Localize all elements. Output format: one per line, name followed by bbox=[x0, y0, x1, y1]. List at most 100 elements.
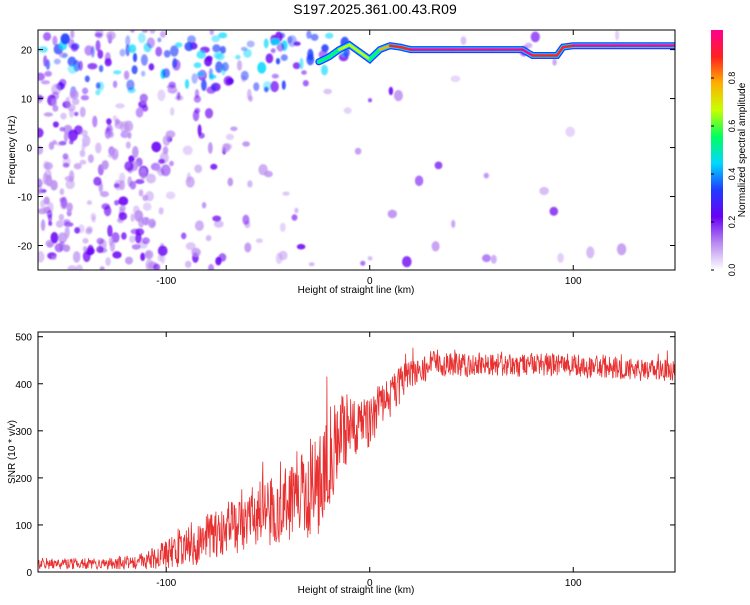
spectrogram-cell bbox=[135, 228, 145, 236]
spectrogram-cell bbox=[107, 153, 118, 158]
spectrogram-cell bbox=[539, 186, 549, 196]
spectrogram-cell bbox=[163, 50, 171, 58]
spectrogram-cell bbox=[218, 32, 228, 39]
spectrogram-cell bbox=[50, 180, 58, 191]
spectrogram-cell bbox=[210, 163, 218, 170]
spectrogram-cell bbox=[53, 58, 61, 65]
spectrogram-cell bbox=[212, 215, 222, 222]
spectrogram-cell bbox=[205, 55, 213, 62]
spectrogram-cell bbox=[310, 33, 319, 41]
spectrogram-cell bbox=[52, 35, 58, 46]
spectrogram-cell bbox=[279, 222, 286, 232]
spectrogram-cell bbox=[243, 48, 252, 58]
spectrogram-cell bbox=[106, 118, 112, 125]
spectrogram-cell bbox=[96, 237, 104, 245]
spectrogram-cell bbox=[43, 161, 50, 170]
colorbar-tick-label: 0.4 bbox=[727, 168, 737, 181]
spectrogram-cell bbox=[140, 54, 148, 66]
spectrogram-cell bbox=[219, 46, 226, 54]
spectrogram-cell bbox=[294, 207, 299, 214]
spectrogram-cell bbox=[94, 32, 103, 38]
spectrogram-frame bbox=[37, 29, 676, 271]
snr-y-tick-label: 100 bbox=[15, 521, 32, 532]
spectrogram-cell bbox=[46, 210, 53, 219]
spectrogram-cell bbox=[141, 30, 148, 33]
spectrogram-cell bbox=[451, 219, 456, 228]
spectrogram-cell bbox=[111, 232, 120, 243]
carrier-segment bbox=[337, 43, 351, 51]
spectrogram-cell bbox=[106, 31, 116, 40]
spectrogram-cell bbox=[138, 216, 145, 228]
spectrogram-cell bbox=[244, 242, 252, 253]
spectrogram-cell bbox=[67, 63, 78, 74]
spectrogram-cell bbox=[434, 161, 443, 170]
spectrogram-cell bbox=[276, 42, 285, 52]
spectrogram-cell bbox=[79, 149, 86, 158]
colorbar-tick-label: 0.6 bbox=[727, 120, 737, 133]
spectrogram-cell bbox=[119, 172, 126, 184]
spectrogram-cell bbox=[113, 183, 120, 189]
spectrogram-cell bbox=[213, 220, 224, 228]
spectrogram-cell bbox=[184, 260, 192, 268]
spectrogram-cell bbox=[91, 215, 96, 223]
spectrogram-cell bbox=[213, 52, 223, 59]
spectrogram-cell bbox=[184, 41, 194, 52]
spectrogram-cell bbox=[230, 126, 238, 132]
spectrogram-cell bbox=[151, 141, 162, 153]
spectrogram-cell bbox=[45, 59, 51, 70]
carrier-segment bbox=[317, 55, 331, 64]
spectrogram-cell bbox=[169, 160, 174, 167]
colorbar-tick-label: 0.2 bbox=[727, 216, 737, 229]
spectrogram-cell bbox=[93, 176, 102, 186]
spectrogram-cell bbox=[162, 68, 170, 78]
spectrogram-cell bbox=[74, 125, 83, 135]
spectrogram-cell bbox=[59, 78, 67, 87]
spectrogram-cell bbox=[153, 263, 161, 270]
snr-y-tick-label: 400 bbox=[15, 380, 32, 391]
spectrogram-cell bbox=[82, 246, 88, 252]
spectrogram-cell bbox=[282, 191, 290, 196]
snr-y-tick-label: 500 bbox=[15, 333, 32, 344]
spectrogram-cell bbox=[40, 219, 46, 232]
spectrogram-cell bbox=[271, 73, 279, 79]
spectrogram-cell bbox=[129, 180, 137, 190]
spectrogram-cell bbox=[291, 214, 298, 221]
spectrogram-y-tick-label: -20 bbox=[18, 242, 33, 253]
spectrogram-cell bbox=[302, 80, 309, 87]
spectrogram-cell bbox=[97, 49, 104, 59]
spectrogram-cell bbox=[201, 202, 207, 209]
spectrogram-cell bbox=[155, 166, 162, 173]
spectrogram-cell bbox=[131, 65, 138, 75]
spectrogram-cell bbox=[191, 73, 198, 84]
spectrogram-cell bbox=[549, 206, 559, 216]
spectrogram-cell bbox=[115, 103, 125, 109]
spectrogram-cell bbox=[67, 265, 77, 270]
spectrogram-cell bbox=[124, 161, 134, 172]
spectrogram-cell bbox=[44, 70, 52, 77]
spectrogram-cell bbox=[87, 244, 94, 256]
spectrogram-cell bbox=[80, 95, 89, 101]
snr-y-tick-label: 200 bbox=[15, 474, 32, 485]
spectrogram-cell bbox=[38, 208, 48, 215]
spectrogram-cell bbox=[50, 232, 59, 244]
spectrogram-cell bbox=[368, 98, 372, 103]
spectrogram-cell bbox=[176, 91, 181, 101]
carrier-segment bbox=[378, 44, 392, 51]
spectrogram-x-tick-label: 100 bbox=[565, 276, 582, 287]
spectrogram-cell bbox=[64, 175, 74, 182]
spectrogram-cell bbox=[59, 198, 68, 210]
spectrogram-cell bbox=[80, 129, 88, 137]
spectrogram-cell bbox=[308, 262, 315, 267]
spectrogram-cell bbox=[139, 167, 147, 180]
spectrogram-cell bbox=[242, 141, 251, 147]
spectrogram-cell bbox=[86, 200, 92, 205]
snr-marks bbox=[38, 347, 675, 571]
spectrogram-cell bbox=[157, 254, 163, 262]
spectrogram-cell bbox=[146, 173, 156, 184]
spectrogram-cell bbox=[235, 54, 241, 60]
spectrogram-cell bbox=[62, 219, 71, 224]
snr-x-tick-label: -100 bbox=[156, 578, 176, 589]
spectrogram-cell bbox=[160, 30, 166, 38]
snr-panel: -100 0 100 0 100 200 300 400 500 Height of stra… bbox=[7, 331, 676, 596]
